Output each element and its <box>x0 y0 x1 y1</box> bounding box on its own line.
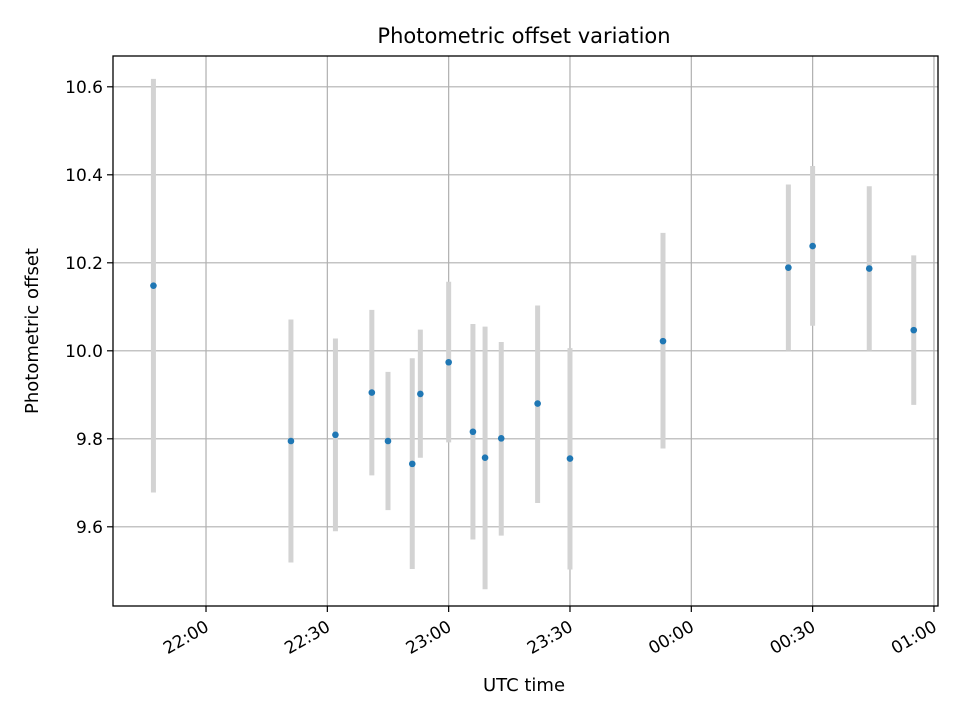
data-point <box>417 390 424 398</box>
data-point <box>785 264 792 271</box>
data-point <box>497 435 505 442</box>
x-tick-label: 01:00 <box>888 617 940 659</box>
data-point <box>445 358 452 366</box>
data-point <box>865 265 873 272</box>
data-point <box>384 437 392 445</box>
data-point <box>368 389 376 396</box>
y-tick-label: 10.6 <box>65 78 103 98</box>
data-point <box>332 431 339 439</box>
data-point <box>534 400 541 407</box>
data-points <box>150 242 918 468</box>
data-point <box>809 242 816 250</box>
x-tick-label: 22:30 <box>281 617 333 659</box>
y-tick-label: 10.2 <box>65 254 103 274</box>
grid <box>113 56 938 606</box>
data-point <box>659 337 667 345</box>
x-tick-label: 00:00 <box>645 617 697 659</box>
data-point <box>469 428 477 436</box>
data-point <box>566 455 574 462</box>
data-point <box>910 326 918 334</box>
data-point <box>150 282 157 289</box>
y-tick-label: 9.8 <box>76 430 103 450</box>
chart-title: Photometric offset variation <box>377 24 670 48</box>
data-point <box>287 437 295 445</box>
y-tick-label: 10.4 <box>65 166 103 186</box>
y-axis-label: Photometric offset <box>22 248 43 414</box>
x-tick-label: 23:00 <box>403 617 455 659</box>
y-tick-label: 10.0 <box>65 342 103 362</box>
x-tick-label: 22:00 <box>160 617 212 659</box>
data-point <box>408 460 416 468</box>
error-bars <box>150 78 917 590</box>
x-axis-label: UTC time <box>483 675 565 696</box>
x-tick-label: 23:30 <box>524 617 576 659</box>
x-tick-label: 00:30 <box>767 617 819 659</box>
plot-frame <box>112 55 939 607</box>
y-tick-label: 9.6 <box>76 518 103 538</box>
data-point <box>481 454 489 462</box>
